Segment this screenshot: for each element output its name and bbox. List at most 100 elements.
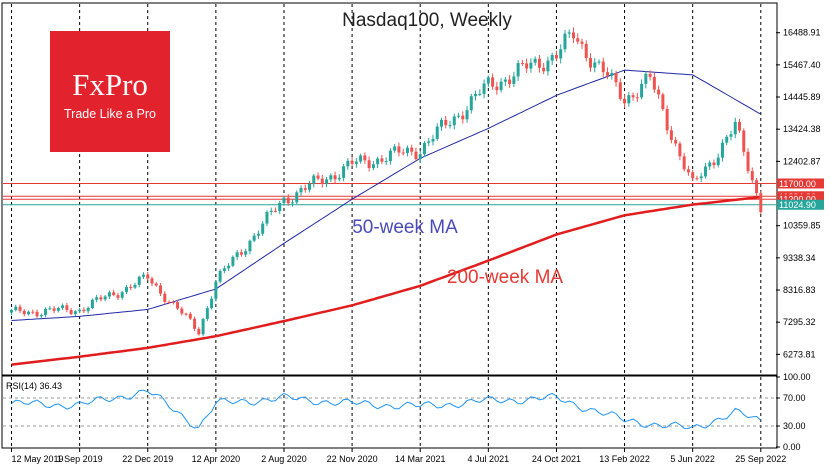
candle-body (129, 286, 133, 288)
candle-body (56, 308, 60, 311)
candle-body (384, 161, 388, 163)
candle-body (39, 315, 43, 317)
candle-body (537, 58, 541, 68)
candle-body (418, 154, 422, 160)
rsi-label: RSI(14) 36.43 (6, 381, 62, 391)
fxpro-logo: FxPro Trade Like a Pro (50, 31, 170, 152)
candle-body (393, 146, 397, 151)
candle-body (308, 183, 312, 190)
candle-body (746, 151, 750, 172)
candle-body (350, 160, 354, 164)
candle-body (48, 308, 52, 310)
candle-body (14, 306, 18, 311)
candle-body (499, 81, 503, 91)
x-tick-label: 22 Dec 2019 (122, 454, 173, 464)
rsi-panel-frame (1, 375, 778, 449)
candle-body (405, 147, 409, 153)
candle-body (503, 79, 507, 82)
candle-body (593, 62, 597, 68)
candle-body (580, 41, 584, 44)
candle-body (154, 283, 158, 286)
candle-body (316, 175, 320, 179)
candle-body (695, 178, 699, 180)
candle-body (303, 188, 307, 190)
x-tick-label: 2 Aug 2020 (261, 454, 307, 464)
candle-body (708, 162, 712, 167)
candle-body (359, 155, 363, 162)
logo-wordmark: FxPro (72, 67, 148, 102)
candle-body (439, 119, 443, 127)
candle-body (35, 311, 39, 317)
candle-body (346, 160, 350, 167)
candle-body (137, 276, 141, 285)
candle-body (197, 328, 201, 335)
candle-body (508, 79, 512, 84)
candle-body (652, 76, 656, 90)
candle-body (571, 32, 575, 39)
candle-body (529, 62, 533, 69)
candle-body (755, 180, 759, 194)
candle-body (27, 311, 31, 315)
candle-body (214, 281, 218, 299)
price-label-box (777, 178, 824, 189)
x-tick-label: 22 Nov 2020 (327, 454, 378, 464)
candle-body (193, 318, 197, 329)
candle-body (597, 61, 601, 63)
ma200-line (11, 195, 761, 366)
candle-body (614, 72, 618, 83)
candle-body (218, 270, 222, 282)
candle-body (686, 169, 690, 173)
candle-body (95, 297, 99, 300)
candle-body (729, 134, 733, 137)
candle-body (290, 202, 294, 204)
candle-body (725, 136, 729, 143)
candle-body (269, 210, 273, 213)
candle-body (329, 175, 333, 180)
x-tick-label: 5 Jun 2022 (670, 454, 715, 464)
candle-body (474, 94, 478, 97)
candle-body (388, 150, 392, 162)
candle-body (248, 240, 252, 252)
chart-title: Nasdaq100, Weekly (342, 10, 512, 31)
candle-body (606, 72, 610, 76)
x-tick-label: 12 Apr 2020 (192, 454, 241, 464)
candle-body (256, 233, 260, 236)
candle-body (742, 130, 746, 152)
x-tick-label: 4 Jul 2021 (468, 454, 510, 464)
candle-body (691, 172, 695, 179)
candle-body (644, 73, 648, 84)
candle-body (461, 115, 465, 120)
candle-body (486, 77, 490, 84)
candle-body (222, 268, 226, 271)
candle-body (337, 177, 341, 180)
candle-body (533, 58, 537, 63)
candle-body (699, 176, 703, 179)
candle-body (10, 310, 14, 313)
candle-body (482, 83, 486, 94)
candle-body (78, 309, 82, 312)
candle-body (188, 313, 192, 319)
candle-body (712, 162, 716, 166)
candle-body (554, 55, 558, 59)
candle-body (567, 32, 571, 34)
candle-body (167, 301, 171, 303)
ma200-annotation: 200-week MA (447, 267, 563, 288)
candle-body (201, 318, 205, 335)
candle-body (295, 192, 299, 203)
candle-body (227, 265, 231, 269)
candle-body (363, 155, 367, 161)
y-tick-label: 13424.38 (783, 124, 821, 134)
candle-body (312, 175, 316, 184)
candle-body (239, 252, 243, 255)
price-label-text: 11200.00 (779, 195, 816, 205)
candle-body (750, 171, 754, 181)
candle-body (99, 297, 103, 300)
candle-body (657, 89, 661, 95)
candle-body (584, 43, 588, 59)
candle-body (720, 142, 724, 158)
candle-body (397, 146, 401, 153)
candle-body (640, 83, 644, 98)
candle-body (120, 292, 124, 298)
candle-body (235, 252, 239, 257)
